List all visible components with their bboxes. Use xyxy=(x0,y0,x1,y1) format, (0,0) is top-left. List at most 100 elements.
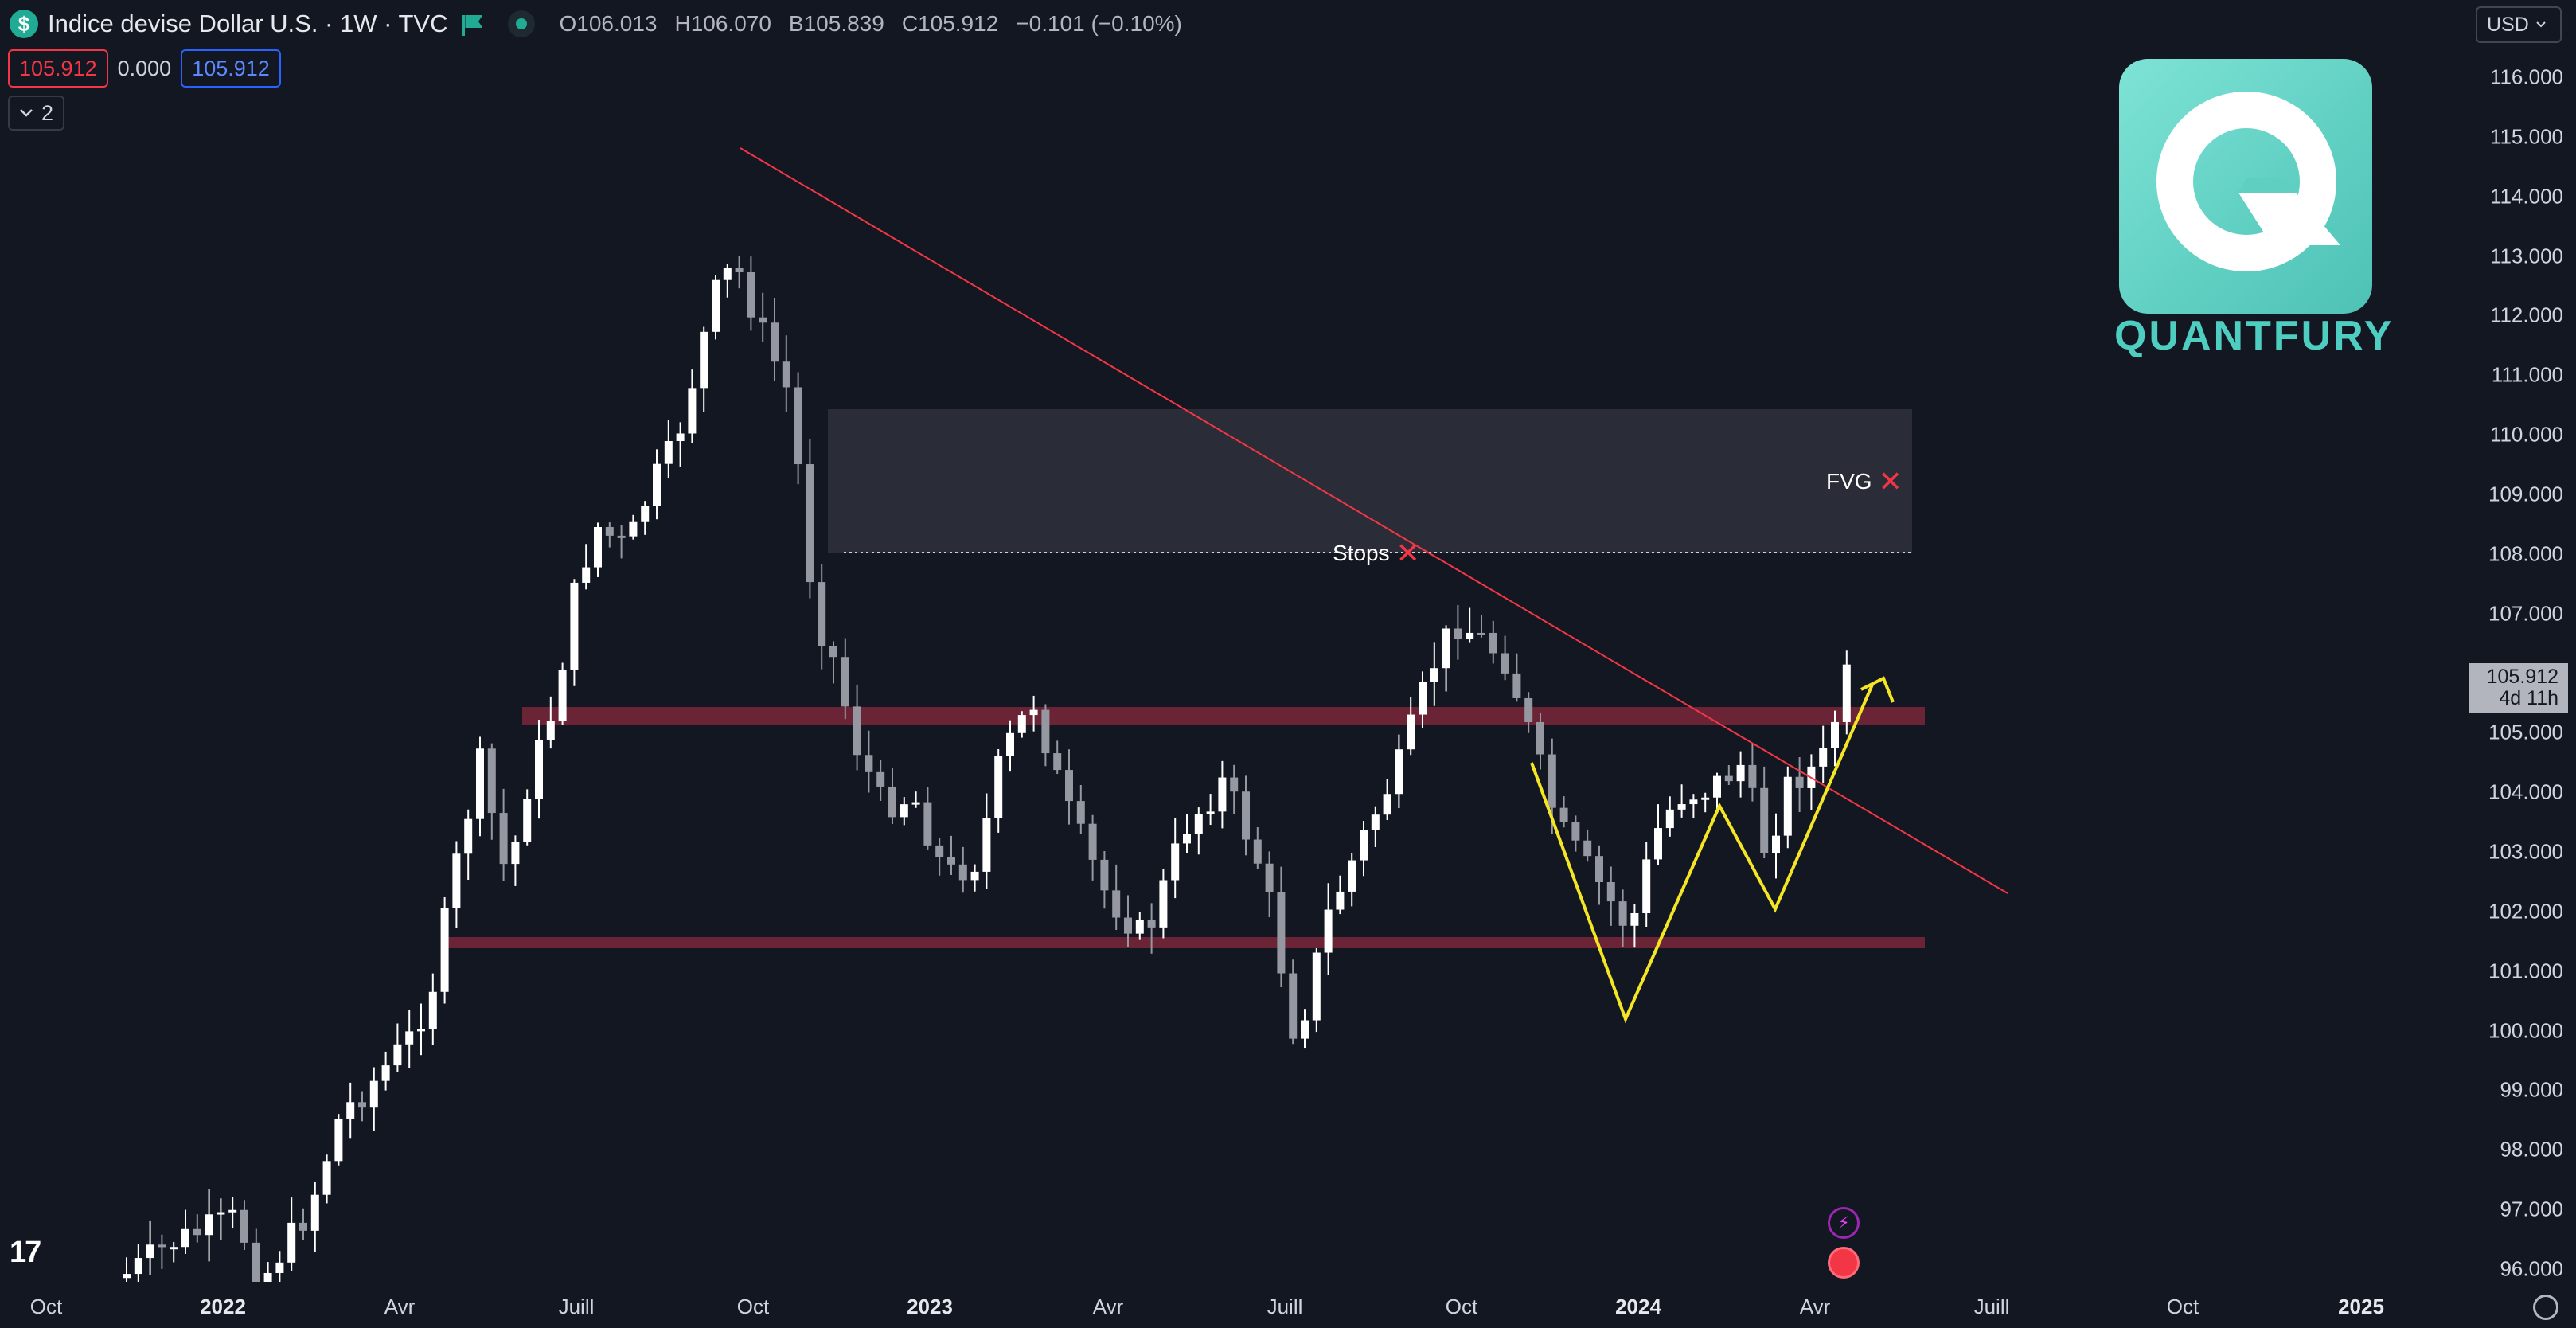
candles xyxy=(123,256,1851,1282)
w-pattern xyxy=(1530,684,1874,1024)
candle-body xyxy=(369,1080,378,1108)
candle-body xyxy=(1689,799,1698,805)
candle-body xyxy=(393,1044,402,1066)
symbol-title[interactable]: Indice devise Dollar U.S. · 1W · TVC xyxy=(48,10,448,37)
candle-body xyxy=(1301,1020,1309,1039)
candle-body xyxy=(1501,653,1509,674)
candle-body xyxy=(1135,920,1144,934)
price-tick-label: 112.000 xyxy=(2489,303,2563,327)
candle-body xyxy=(1559,807,1568,822)
price-tick-label: 109.000 xyxy=(2488,482,2563,506)
chevron-down-icon xyxy=(20,109,33,117)
price-tick-label: 98.000 xyxy=(2500,1137,2563,1162)
candle-body xyxy=(865,755,873,772)
candle-body xyxy=(1548,754,1556,808)
price-tick-label: 100.000 xyxy=(2488,1018,2563,1043)
candle-body xyxy=(263,1272,272,1282)
candle-body xyxy=(1183,834,1191,844)
candle-body xyxy=(170,1247,178,1250)
candle-body xyxy=(158,1244,166,1248)
time-tick-label: Oct xyxy=(1445,1295,1478,1318)
candle-body xyxy=(1348,860,1356,892)
stops-annotation[interactable]: Stops ✕ xyxy=(1333,537,1420,570)
gear-icon[interactable] xyxy=(2533,1295,2558,1320)
buy-price[interactable]: 105.912 xyxy=(181,49,281,88)
price-tick-label: 97.000 xyxy=(2500,1197,2563,1221)
candle-body xyxy=(1442,628,1450,669)
candle-body xyxy=(605,527,614,536)
fvg-label: FVG xyxy=(1826,469,1872,494)
candle-body xyxy=(1701,797,1710,800)
candle-body xyxy=(947,857,955,865)
candle-body xyxy=(334,1119,343,1162)
fvg-annotation[interactable]: FVG ✕ xyxy=(1826,465,1903,498)
candle-body xyxy=(1371,814,1380,830)
candle-body xyxy=(841,657,849,707)
trendline xyxy=(740,147,2008,894)
candle-body xyxy=(193,1228,201,1236)
candle-body xyxy=(1336,891,1345,910)
candle-body xyxy=(923,802,932,846)
time-tick-label: Juill xyxy=(1973,1295,2010,1318)
candle-body xyxy=(476,748,484,819)
ohlc-value: 106.070 xyxy=(690,11,771,36)
candle-body xyxy=(1100,859,1109,891)
candle-body xyxy=(181,1228,189,1248)
lightning-icon[interactable]: ⚡ xyxy=(1828,1207,1860,1239)
candle-body xyxy=(994,756,1003,818)
time-tick-label: Oct xyxy=(736,1295,770,1318)
tradingview-logo[interactable]: 17 xyxy=(10,1236,41,1269)
candle-body xyxy=(240,1209,248,1243)
candle-body xyxy=(617,535,626,538)
candle-body xyxy=(358,1102,366,1108)
candle-body xyxy=(1419,682,1427,715)
us-flag-icon[interactable] xyxy=(1828,1247,1860,1279)
candle-body xyxy=(1147,920,1156,928)
ohlc-key: C xyxy=(901,11,919,36)
bid-ask-row: 105.912 0.000 105.912 xyxy=(8,49,281,88)
time-tick-label: Juill xyxy=(558,1295,595,1318)
ohlc-item: H106.070 xyxy=(674,11,771,37)
candle-body xyxy=(252,1242,260,1282)
time-tick-label: 2023 xyxy=(907,1295,953,1318)
indicators-toggle[interactable]: 2 xyxy=(8,96,65,131)
candle-body xyxy=(1312,952,1321,1021)
candle-body xyxy=(405,1031,414,1045)
candle-body xyxy=(1324,909,1333,953)
candle-body xyxy=(1512,673,1521,698)
candle-body xyxy=(653,463,661,506)
candle-body xyxy=(1724,775,1733,782)
candle-body xyxy=(310,1194,319,1231)
pattern-arrowhead xyxy=(1860,676,1895,703)
candle-body xyxy=(1665,809,1674,829)
candle-body xyxy=(1383,794,1391,815)
candle-body xyxy=(287,1222,296,1263)
ohlc-item: O106.013 xyxy=(559,11,657,37)
ohlc-item: B105.839 xyxy=(789,11,884,37)
candle-body xyxy=(958,864,967,881)
candle-body xyxy=(1618,901,1627,926)
candle-body xyxy=(1124,917,1132,934)
indicators-count: 2 xyxy=(41,100,54,125)
time-tick-label: Juill xyxy=(1267,1295,1303,1318)
candle-body xyxy=(911,802,920,805)
candle-body xyxy=(1230,777,1239,792)
candle-body xyxy=(782,361,790,388)
ohlc-key: O xyxy=(559,11,577,36)
sell-price[interactable]: 105.912 xyxy=(8,49,108,88)
dollar-sign-icon[interactable]: $ xyxy=(10,10,38,38)
candle-body xyxy=(970,871,979,881)
legend-bar: $ Indice devise Dollar U.S. · 1W · TVC O… xyxy=(10,8,1182,40)
candle-body xyxy=(747,271,755,318)
candle-body xyxy=(452,853,461,908)
candle-body xyxy=(1112,890,1121,918)
currency-select[interactable]: USD xyxy=(2476,6,2562,43)
price-tick-label: 113.000 xyxy=(2489,244,2563,268)
candle-body xyxy=(1029,709,1038,716)
market-status-icon[interactable] xyxy=(508,10,536,37)
flag-icon[interactable] xyxy=(462,14,482,36)
candle-body xyxy=(1831,721,1839,748)
candle-body xyxy=(1677,804,1686,810)
time-tick-label: Oct xyxy=(29,1295,63,1318)
